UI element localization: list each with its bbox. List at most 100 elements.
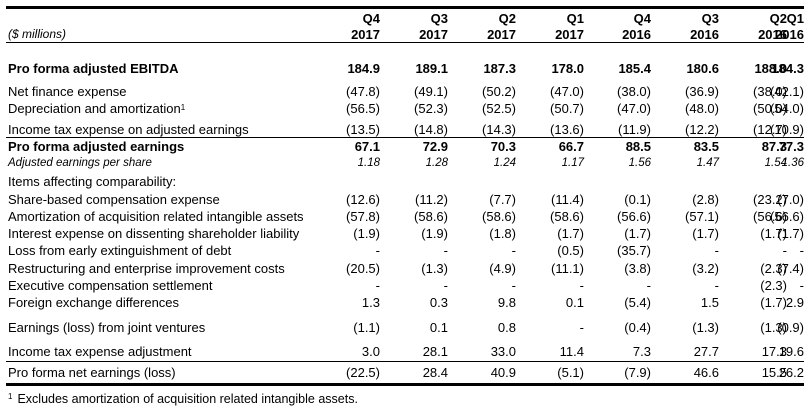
table-cell: 178.0 [551, 61, 584, 76]
row-label: Pro forma net earnings (loss) [8, 364, 176, 381]
table-cell: - [443, 243, 448, 258]
table-row: Share-based compensation expense (12.6) (1… [0, 191, 812, 208]
column-quarter: Q4 [362, 11, 380, 26]
table-cell: - [375, 278, 380, 293]
table-cell: - [375, 243, 380, 258]
column-quarter: Q2 [769, 11, 787, 26]
table-cell: 187.3 [483, 61, 516, 76]
bottom-rule [6, 383, 804, 386]
table-cell: 1.56 [628, 157, 651, 169]
table-cell: - [782, 243, 787, 258]
table-cell: 77.3 [778, 139, 804, 154]
table-cell: (2.8) [692, 192, 719, 207]
table-cell: (1.7) [557, 226, 584, 241]
table-cell: (1.7) [760, 226, 787, 241]
table-cell: (2.3) [760, 261, 787, 276]
table-cell: (0.1) [624, 192, 651, 207]
table-cell: (52.5) [482, 101, 516, 116]
table-cell: (56.6) [617, 209, 651, 224]
table-cell: (38.0) [753, 84, 787, 99]
table-cell: 1.3 [361, 295, 380, 310]
table-cell: 11.4 [559, 344, 584, 359]
table-cell: 0.3 [429, 295, 448, 310]
row-label-text: Executive compensation settlement [8, 278, 213, 293]
table-cell: 26.2 [778, 365, 804, 380]
column-header: Q1 2016 [744, 11, 804, 43]
table-cell: (5.1) [557, 365, 584, 380]
row-label-text: Foreign exchange differences [8, 295, 180, 310]
footnote-mark: 1 [8, 392, 13, 401]
table-cell: 1.17 [561, 157, 584, 169]
table-cell: (12.2) [685, 122, 719, 137]
table-cell: 19.6 [778, 344, 804, 359]
pre-net-rule [6, 361, 804, 362]
table-cell: 188.0 [754, 61, 787, 76]
table-row: Income tax expense on adjusted earnings (… [0, 121, 812, 138]
table-cell: - [714, 243, 719, 258]
footnote-reference: 1 [180, 103, 186, 112]
table-cell: (1.3) [421, 261, 448, 276]
table-cell: 180.6 [686, 61, 719, 76]
row-label-text: Interest expense on dissenting sharehold… [8, 226, 300, 241]
column-year: 2017 [419, 27, 448, 42]
table-cell: 1.36 [781, 157, 804, 169]
row-label: Adjusted earnings per share [8, 155, 152, 172]
table-row: Depreciation and amortization1 (56.5) (52.… [0, 100, 812, 117]
table-cell: 0.1 [429, 320, 448, 335]
table-cell: 46.6 [693, 365, 719, 380]
table-cell: (1.1) [353, 320, 380, 335]
table-cell: 88.5 [625, 139, 651, 154]
row-label: Depreciation and amortization1 [8, 100, 185, 117]
table-cell: (0.9) [777, 320, 804, 335]
column-year: 2016 [622, 27, 651, 42]
table-cell: 0.8 [497, 320, 516, 335]
footnote: 1 Excludes amortization of acquisition re… [8, 392, 358, 406]
table-cell: (12.6) [346, 192, 380, 207]
table-cell: (7.4) [777, 261, 804, 276]
column-year: 2017 [555, 27, 584, 42]
column-year: 2016 [758, 27, 787, 42]
table-cell: 0.1 [565, 295, 584, 310]
table-cell: - [799, 243, 804, 258]
row-label: Earnings (loss) from joint ventures [8, 319, 205, 336]
table-row: Foreign exchange differences 1.3 0.3 9.8 0.1… [0, 294, 812, 311]
header-rule [6, 42, 804, 43]
table-cell: (1.8) [489, 226, 516, 241]
table-cell: (7.7) [489, 192, 516, 207]
table-cell: - [646, 278, 651, 293]
table-cell: (50.0) [753, 101, 787, 116]
row-label: Pro forma adjusted EBITDA [8, 60, 178, 77]
column-header: Q2 2017 [456, 11, 516, 43]
table-cell: (11.1) [551, 261, 584, 276]
row-label-text: Net finance expense [8, 84, 127, 99]
table-cell: 33.0 [490, 344, 516, 359]
table-cell: - [443, 278, 448, 293]
table-cell: (4.9) [489, 261, 516, 276]
table-cell: - [579, 320, 584, 335]
column-header: Q2 2016 [727, 11, 787, 43]
table-cell: (50.7) [550, 101, 584, 116]
table-cell: (0.4) [624, 320, 651, 335]
table-cell: 1.47 [696, 157, 719, 169]
column-year: 2017 [351, 27, 380, 42]
table-cell: (14.3) [482, 122, 516, 137]
row-label: Interest expense on dissenting sharehold… [8, 225, 299, 242]
table-cell: (36.9) [685, 84, 719, 99]
table-cell: 184.9 [347, 61, 380, 76]
table-cell: (58.6) [482, 209, 516, 224]
table-cell: (1.9) [421, 226, 448, 241]
table-cell: (3.2) [692, 261, 719, 276]
table-cell: - [511, 243, 516, 258]
row-label-text: Income tax expense adjustment [8, 344, 192, 359]
table-row: Executive compensation settlement - - - - - -(… [0, 277, 812, 294]
table-cell: (57.1) [685, 209, 719, 224]
column-quarter: Q3 [701, 11, 719, 26]
table-row: Restructuring and enterprise improvement… [0, 260, 812, 277]
table-cell: (1.3) [692, 320, 719, 335]
table-cell: (57.8) [346, 209, 380, 224]
table-cell: (20.5) [346, 261, 380, 276]
table-cell: (58.6) [550, 209, 584, 224]
row-label: Executive compensation settlement [8, 277, 213, 294]
table-cell: (7.0) [777, 192, 804, 207]
table-cell: (42.1) [770, 84, 804, 99]
